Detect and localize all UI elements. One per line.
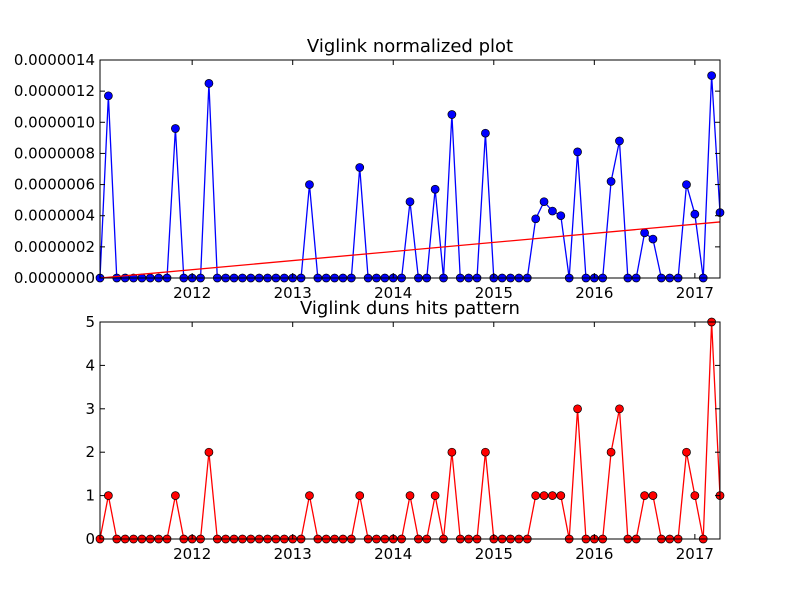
data-point xyxy=(204,79,214,88)
data-point xyxy=(204,447,214,457)
data-point xyxy=(690,491,700,500)
x-tick-label: 2012 xyxy=(173,545,211,563)
y-tick-label: 0.0000000 xyxy=(14,269,95,287)
data-point xyxy=(573,147,582,157)
data-point xyxy=(615,136,624,146)
data-point xyxy=(690,209,700,219)
data-point xyxy=(171,491,180,500)
data-point xyxy=(548,491,557,500)
data-point xyxy=(305,491,314,500)
chart-viglink-duns-hits-pattern: Viglink duns hits pattern 0 1 2 3 4 5 2012 2013… xyxy=(85,298,725,563)
data-point xyxy=(104,491,113,500)
data-point xyxy=(430,491,440,500)
x-tick-label: 2017 xyxy=(676,545,714,563)
y-tick-label: 4 xyxy=(85,356,95,374)
data-point xyxy=(556,211,566,221)
y-tick-label: 2 xyxy=(85,443,95,461)
y-tick-label: 0.0000012 xyxy=(14,82,95,100)
data-point xyxy=(615,404,624,414)
data-point xyxy=(447,110,457,119)
data-point xyxy=(447,447,457,457)
x-tick-label: 2014 xyxy=(374,284,412,302)
y-tick-label: 0.0000004 xyxy=(14,207,95,225)
data-point xyxy=(682,180,691,189)
data-point xyxy=(355,491,365,500)
x-tick-label: 2015 xyxy=(475,545,513,563)
y-tick-label: 5 xyxy=(85,313,95,331)
data-point xyxy=(171,124,180,133)
data-point xyxy=(640,491,649,500)
data-point xyxy=(481,447,490,457)
plot-frame xyxy=(99,59,721,279)
x-tick-label: 2016 xyxy=(575,284,613,302)
axes: 0.0000000 0.0000002 0.0000004 0.0000006 0.00… xyxy=(14,51,721,302)
data-point xyxy=(606,177,616,186)
y-tick-label: 0.0000014 xyxy=(14,51,95,69)
y-tick-label: 0.0000008 xyxy=(14,144,95,162)
axes: 0 1 2 3 4 5 2012 2013 2014 2015 2016 2017 xyxy=(85,313,721,563)
y-tick-label: 0.0000006 xyxy=(14,176,95,194)
chart-title: Viglink duns hits pattern xyxy=(300,298,520,319)
y-tick-label: 1 xyxy=(85,487,95,505)
x-tick-label: 2015 xyxy=(475,284,513,302)
data-point xyxy=(405,491,415,500)
x-tick-label: 2013 xyxy=(274,284,312,302)
plot-frame xyxy=(99,321,721,540)
data-point xyxy=(606,447,616,457)
y-tick-label: 0.0000010 xyxy=(14,113,95,131)
x-tick-label: 2014 xyxy=(374,545,412,563)
data-point xyxy=(573,404,582,414)
x-tick-label: 2012 xyxy=(173,284,211,302)
data-point xyxy=(707,71,716,80)
data-point xyxy=(548,206,557,216)
data-point xyxy=(430,184,440,194)
data-point xyxy=(531,214,541,224)
data-point xyxy=(682,447,691,457)
data-point xyxy=(305,180,314,189)
chart-viglink-normalized-plot: Viglink normalized plot 0.00000000.00000… xyxy=(14,36,725,302)
data-point xyxy=(640,228,649,238)
x-tick-label: 2017 xyxy=(676,284,714,302)
y-tick-label: 0.0000002 xyxy=(14,238,95,256)
chart-title: Viglink normalized plot xyxy=(307,36,513,57)
data-point xyxy=(405,197,415,207)
data-point xyxy=(556,491,566,500)
data-point xyxy=(355,163,365,172)
data-point xyxy=(539,491,549,500)
data-point xyxy=(104,91,113,101)
y-tick-label: 3 xyxy=(85,400,95,418)
x-tick-label: 2016 xyxy=(575,545,613,563)
data-point xyxy=(481,128,490,138)
trend-line xyxy=(99,221,721,279)
data-point xyxy=(648,491,658,500)
y-tick-label: 0 xyxy=(85,530,95,548)
x-tick-label: 2013 xyxy=(274,545,312,563)
data-point xyxy=(648,234,658,244)
data-point xyxy=(531,491,541,500)
data-point xyxy=(539,197,549,207)
